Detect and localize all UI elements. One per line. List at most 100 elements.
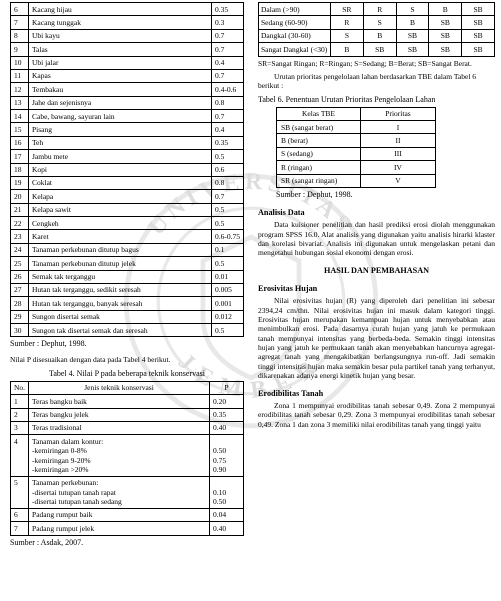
table-cell: 10 bbox=[11, 56, 29, 69]
table-row: Sedang (60-90)RSBSBSB bbox=[259, 16, 495, 29]
para-erosivitas: Nilai erosivitas hujan (R) yang diperole… bbox=[258, 296, 495, 380]
table-cell: Karet bbox=[29, 230, 212, 243]
table-cell: Talas bbox=[29, 43, 212, 56]
table-cell: Kelapa bbox=[29, 190, 212, 203]
table-cell: 28 bbox=[11, 297, 29, 310]
head-erodibilitas: Erodibilitas Tanah bbox=[258, 389, 495, 399]
table-cell: Teras bangku baik bbox=[29, 395, 210, 408]
table-cell: 0.005 bbox=[212, 283, 244, 296]
table-row: 30Sungon tak disertai semak dan seresah0… bbox=[11, 324, 244, 337]
table-cell: 0.7 bbox=[212, 69, 244, 82]
table-cell: 30 bbox=[11, 324, 29, 337]
table-cell: Kapas bbox=[29, 69, 212, 82]
table-cell: 20 bbox=[11, 190, 29, 203]
table-cell: Jambu mete bbox=[29, 150, 212, 163]
t4-h-p: P bbox=[210, 381, 244, 394]
table-cell: Dangkal (30-60) bbox=[259, 29, 331, 42]
table-cell: SB bbox=[396, 29, 429, 42]
table-cell: 0.8 bbox=[212, 96, 244, 109]
table-cell: 0.7 bbox=[212, 190, 244, 203]
table-row: 22Cengkeh0.5 bbox=[11, 217, 244, 230]
table-row: 14Cabe, bawang, sayuran lain0.7 bbox=[11, 110, 244, 123]
table-row: SB (sangat berat)I bbox=[277, 121, 436, 134]
table-row: 20Kelapa0.7 bbox=[11, 190, 244, 203]
table-cell: SR (sangat ringan) bbox=[277, 174, 361, 187]
table-cell: 0.7 bbox=[212, 43, 244, 56]
table-cell: 14 bbox=[11, 110, 29, 123]
table-row: Dangkal (30-60)SBSBSBSB bbox=[259, 29, 495, 42]
table-cell: S bbox=[363, 16, 396, 29]
table-cell: II bbox=[361, 134, 436, 147]
table-cell: 0.40 bbox=[210, 421, 244, 434]
table-row: 3Teras tradisional0.40 bbox=[11, 421, 244, 434]
table-row: S (sedang)III bbox=[277, 147, 436, 160]
table-cell: B bbox=[331, 43, 364, 56]
table-row: 26Semak tak terganggu0.01 bbox=[11, 270, 244, 283]
table-cell: 26 bbox=[11, 270, 29, 283]
table-cell: 0.1 bbox=[212, 243, 244, 256]
table-cell: IV bbox=[361, 161, 436, 174]
right-column: Dalam (>90)SRRSBSBSedang (60-90)RSBSBSBD… bbox=[258, 2, 495, 554]
table-row: 21Kelapa sawit0.5 bbox=[11, 203, 244, 216]
head-hasil: HASIL DAN PEMBAHASAN bbox=[258, 266, 495, 276]
table-cell: Sungon tak disertai semak dan seresah bbox=[29, 324, 212, 337]
table-cell: B bbox=[429, 3, 462, 16]
table-tbe-depth: Dalam (>90)SRRSBSBSedang (60-90)RSBSBSBD… bbox=[258, 2, 495, 57]
table5-legend: SR=Sangat Ringan; R=Ringan; S=Sedang; B=… bbox=[258, 59, 495, 68]
table-p-factor: No. Jenis teknik konservasi P 1Teras ban… bbox=[10, 381, 244, 536]
table-cell: 0.5 bbox=[212, 324, 244, 337]
table-row: 28Hutan tak terganggu, banyak seresah0.0… bbox=[11, 297, 244, 310]
table-cell: Kacang tunggak bbox=[29, 16, 212, 29]
table-cell: 13 bbox=[11, 96, 29, 109]
table-cell: 0.001 bbox=[212, 297, 244, 310]
table-cell: Tembakau bbox=[29, 83, 212, 96]
table-cell: Teras tradisional bbox=[29, 421, 210, 434]
table-row: 25Tanaman perkebunan ditutup jelek0.5 bbox=[11, 257, 244, 270]
table-row: 13Jahe dan sejenisnya0.8 bbox=[11, 96, 244, 109]
table-cell: 11 bbox=[11, 69, 29, 82]
para-tbe-intro: Urutan prioritas pengelolaan lahan berda… bbox=[258, 72, 495, 91]
table-cell: Kelapa sawit bbox=[29, 203, 212, 216]
table-cell: R (ringan) bbox=[277, 161, 361, 174]
table-cell: 0.4 bbox=[212, 56, 244, 69]
table-cell: 0.5 bbox=[212, 203, 244, 216]
table-cell: 24 bbox=[11, 243, 29, 256]
table-cell: S bbox=[331, 29, 364, 42]
table-cell: Cabe, bawang, sayuran lain bbox=[29, 110, 212, 123]
table-row: 16Teh0.35 bbox=[11, 136, 244, 149]
table-cell: R bbox=[331, 16, 364, 29]
table-cell: SB bbox=[363, 43, 396, 56]
table-cell: 6 bbox=[11, 3, 29, 16]
table-cell: 0.8 bbox=[212, 176, 244, 189]
table-row: 18Kopi0.6 bbox=[11, 163, 244, 176]
table-cell: Padang rumput baik bbox=[29, 508, 210, 521]
table-row: 29Sungon disertai semak0.012 bbox=[11, 310, 244, 323]
table-cell: Dalam (>90) bbox=[259, 3, 331, 16]
table-cell: 9 bbox=[11, 43, 29, 56]
table-cell: SR bbox=[331, 3, 364, 16]
table-cell: I bbox=[361, 121, 436, 134]
table-cell: 0.5 bbox=[212, 150, 244, 163]
table-cell: 23 bbox=[11, 230, 29, 243]
table-c-factor: 6Kacang hijau0.357Kacang tunggak0.38Ubi … bbox=[10, 2, 244, 337]
table-cell: B bbox=[396, 16, 429, 29]
table6-source: Sumber : Dephut, 1998. bbox=[276, 190, 495, 200]
table-cell: Padang rumput jelek bbox=[29, 522, 210, 535]
table-cell: 7 bbox=[11, 522, 29, 535]
table-row: 24Tanaman perkebunan ditutup bagus0.1 bbox=[11, 243, 244, 256]
table-cell: 25 bbox=[11, 257, 29, 270]
table-cell: S (sedang) bbox=[277, 147, 361, 160]
table-row: 19Coklat0.8 bbox=[11, 176, 244, 189]
t4-h-tech: Jenis teknik konservasi bbox=[29, 381, 210, 394]
table-cell: R bbox=[363, 3, 396, 16]
table-cell: Kacang hijau bbox=[29, 3, 212, 16]
table-cell: Ubi jalar bbox=[29, 56, 212, 69]
table-cell: SB bbox=[462, 43, 495, 56]
table-row: 5Tanaman perkebunan: -disertai tutupan t… bbox=[11, 476, 244, 508]
head-erosivitas: Erosivitas Hujan bbox=[258, 284, 495, 294]
table4-source: Sumber : Asdak, 2007. bbox=[10, 538, 244, 548]
left-column: 6Kacang hijau0.357Kacang tunggak0.38Ubi … bbox=[10, 2, 244, 554]
t6-h-class: Kelas TBE bbox=[277, 107, 361, 120]
table-cell: Tanaman perkebunan ditutup jelek bbox=[29, 257, 212, 270]
table-cell: 0.012 bbox=[212, 310, 244, 323]
